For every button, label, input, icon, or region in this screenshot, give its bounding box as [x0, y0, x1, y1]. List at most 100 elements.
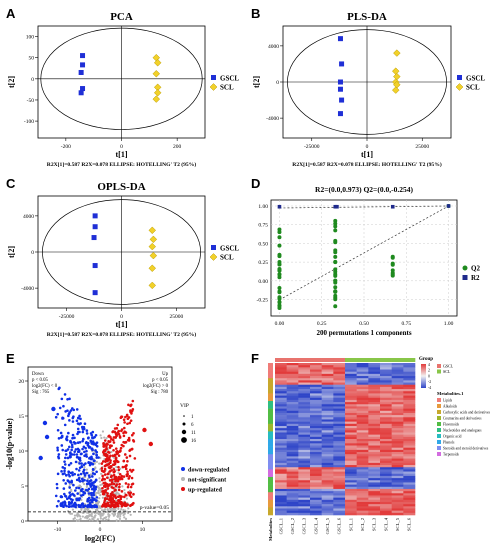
heatmap-cell	[333, 488, 346, 492]
heatmap-cell	[368, 506, 381, 509]
heatmap-cell	[356, 423, 369, 427]
heatmap-cell	[310, 371, 322, 375]
heatmap-cell	[275, 389, 287, 392]
heatmap-cell	[368, 369, 381, 372]
heatmap-cell	[391, 443, 404, 446]
heatmap-cell	[403, 495, 416, 498]
heatmap-cell	[298, 386, 311, 390]
y-tick-label: 5	[21, 484, 24, 490]
heatmap-cell	[380, 365, 392, 368]
heatmap-cell	[275, 445, 287, 448]
legend-label-scl: SCL	[220, 254, 234, 262]
point-down-regulated	[56, 428, 60, 432]
heatmap-cell	[286, 491, 299, 494]
heatmap-cell	[391, 441, 404, 444]
point-not-significant	[119, 514, 122, 518]
heatmap-cell	[345, 488, 357, 492]
point-up-regulated	[119, 475, 123, 479]
heatmap-cell	[380, 452, 392, 455]
group-annotation-cell	[333, 358, 346, 362]
heatmap-cell	[333, 445, 346, 448]
point-down-regulated	[76, 416, 80, 420]
point-up-regulated	[102, 481, 106, 485]
heatmap-cell	[391, 425, 404, 429]
heatmap-cell	[391, 430, 404, 433]
point-gscl	[337, 79, 343, 85]
point-not-significant	[99, 494, 102, 497]
point-q2	[333, 297, 338, 302]
class-annotation-cell	[268, 507, 273, 516]
point-down-regulated	[89, 492, 93, 495]
heatmap-cell	[333, 389, 346, 392]
heatmap-cell	[403, 430, 416, 433]
heatmap-cell	[321, 421, 334, 425]
point-down-regulated	[75, 455, 79, 459]
point-not-significant	[90, 515, 94, 518]
heatmap-cell	[368, 493, 381, 496]
heatmap-cell	[275, 410, 287, 414]
point-scl	[148, 264, 157, 273]
point-not-significant	[101, 430, 105, 433]
heatmap-cell	[345, 491, 357, 494]
panel-letter-d: D	[251, 176, 261, 191]
heatmap-cell	[391, 471, 404, 475]
heatmap-cell	[333, 399, 346, 403]
heatmap-cell	[286, 471, 299, 475]
point-q2	[333, 289, 338, 294]
point-up-regulated	[111, 430, 114, 434]
heatmap-cell	[368, 373, 381, 377]
heatmap-cell	[298, 397, 311, 401]
heatmap-cell	[333, 510, 346, 514]
heatmap-cell	[368, 436, 381, 440]
point-down-regulated	[62, 479, 65, 482]
heatmap-cell	[321, 449, 334, 453]
heatmap-cell	[333, 480, 346, 483]
heatmap-cell	[368, 445, 381, 448]
x-tick-label: 0	[120, 144, 123, 150]
vip-legend-title: VIP	[180, 403, 189, 409]
legend-swatch-r2	[462, 275, 468, 280]
heatmap-cell	[380, 412, 392, 416]
heatmap-cell	[286, 397, 299, 401]
heatmap-cell	[391, 501, 404, 505]
heatmap-cell	[310, 419, 322, 422]
point-up-regulated	[128, 454, 132, 458]
heatmap-cell	[403, 478, 416, 481]
point-not-significant	[71, 508, 75, 511]
heatmap-cell	[333, 382, 346, 386]
heatmap-cell	[298, 495, 311, 498]
point-down-regulated	[55, 482, 59, 486]
point-down-regulated	[95, 453, 98, 457]
point-up-regulated	[120, 428, 124, 431]
point-not-significant	[70, 512, 74, 515]
heatmap-cell	[298, 471, 311, 475]
point-down-regulated	[64, 494, 67, 498]
heatmap-cell	[321, 408, 334, 412]
heatmap-cell	[391, 473, 404, 477]
heatmap-cell	[298, 506, 311, 509]
heatmap-cell	[333, 497, 346, 501]
heatmap-cell	[391, 432, 404, 435]
heatmap-cell	[345, 493, 357, 496]
point-up-regulated	[128, 421, 132, 425]
point-up-regulated	[118, 482, 121, 486]
point-not-significant	[97, 489, 100, 493]
heatmap-cell	[321, 475, 334, 479]
heatmap-cell	[275, 425, 287, 429]
point-up-regulated	[106, 443, 109, 446]
colour-scale-label: 2	[428, 369, 430, 373]
heatmap-cell	[356, 510, 369, 514]
point-up-regulated	[106, 455, 109, 458]
heatmap-cell	[321, 471, 334, 475]
heatmap-cell	[286, 504, 299, 507]
heatmap-cell	[368, 423, 381, 427]
heatmap-cell	[333, 486, 346, 490]
point-up-regulated	[122, 434, 126, 438]
point-not-significant	[99, 434, 102, 437]
point-up-regulated	[124, 415, 127, 419]
point-down-regulated	[94, 504, 98, 508]
heatmap-cell	[345, 373, 357, 377]
heatmap-cell	[345, 495, 357, 498]
point-down-regulated	[71, 471, 74, 474]
heatmap-cell	[286, 428, 299, 431]
